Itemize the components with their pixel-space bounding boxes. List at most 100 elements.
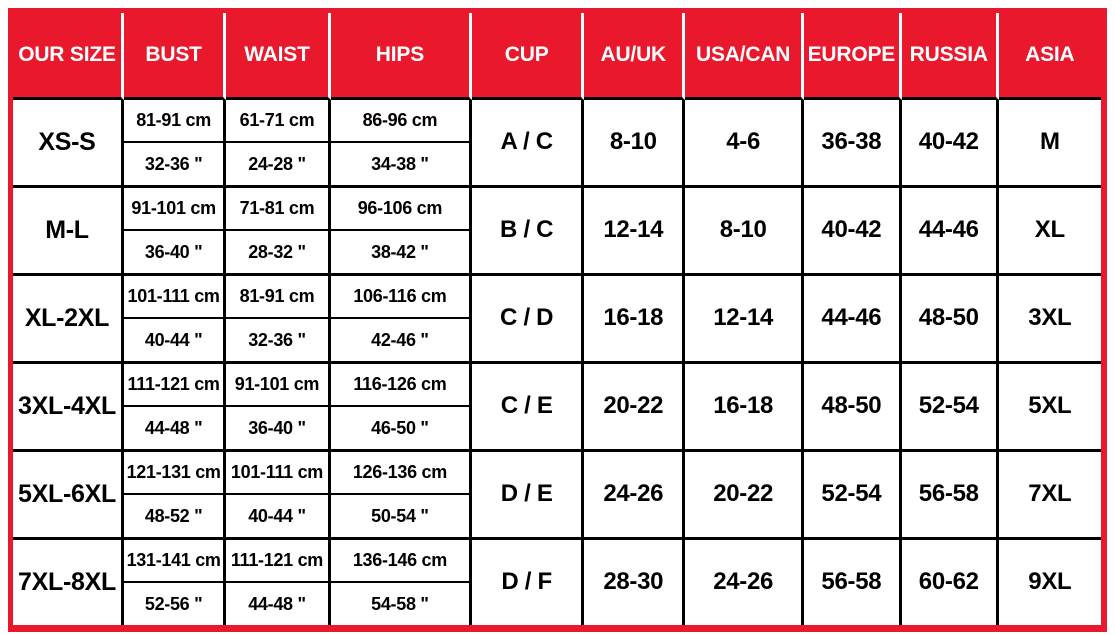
- au-uk-cell: 20-22: [584, 363, 686, 452]
- size-row-cm: XL-2XL 101-111 cm 81-91 cm 106-116 cm C …: [13, 275, 1101, 364]
- size-row-inches: 40-44 " 32-36 " 42-46 ": [13, 319, 1101, 364]
- hips-in-cell: 50-54 ": [330, 495, 473, 540]
- waist-cm-cell: 71-81 cm: [226, 187, 331, 232]
- size-row-cm: 3XL-4XL 111-121 cm 91-101 cm 116-126 cm …: [13, 363, 1101, 452]
- our-size-cell: M-L: [13, 187, 124, 276]
- waist-cm-cell: 61-71 cm: [226, 100, 331, 144]
- asia-cell: 9XL: [998, 539, 1101, 625]
- bust-in-cell: 52-56 ": [123, 583, 227, 625]
- asia-cell: 5XL: [998, 363, 1101, 452]
- header-cell-waist: WAIST: [226, 13, 331, 100]
- russia-cell: 52-54: [901, 363, 999, 452]
- usa-can-cell: 12-14: [685, 275, 804, 364]
- hips-in-cell: 38-42 ": [330, 231, 473, 276]
- cup-cell: C / D: [472, 275, 585, 364]
- usa-can-cell: 20-22: [685, 451, 804, 540]
- hips-in-cell: 34-38 ": [330, 143, 473, 188]
- europe-cell: 52-54: [803, 451, 902, 540]
- europe-cell: 48-50: [803, 363, 902, 452]
- header-cell-our-size: OUR SIZE: [13, 13, 124, 100]
- russia-cell: 60-62: [901, 539, 999, 625]
- waist-cm-cell: 111-121 cm: [226, 539, 331, 584]
- header-cell-bust: BUST: [123, 13, 227, 100]
- header-row: OUR SIZE BUST WAIST HIPS CUP AU/UK USA/C…: [13, 13, 1101, 100]
- size-row-cm: 5XL-6XL 121-131 cm 101-111 cm 126-136 cm…: [13, 451, 1101, 540]
- our-size-cell: 7XL-8XL: [13, 539, 124, 625]
- waist-in-cell: 40-44 ": [226, 495, 331, 540]
- au-uk-cell: 8-10: [584, 100, 686, 188]
- our-size-cell: 3XL-4XL: [13, 363, 124, 452]
- size-chart-frame: OUR SIZE BUST WAIST HIPS CUP AU/UK USA/C…: [8, 8, 1107, 632]
- hips-cm-cell: 126-136 cm: [330, 451, 473, 496]
- usa-can-cell: 24-26: [685, 539, 804, 625]
- au-uk-cell: 28-30: [584, 539, 686, 625]
- size-table-body: XS-S 81-91 cm 61-71 cm 86-96 cm A / C 8-…: [13, 100, 1101, 625]
- cup-cell: C / E: [472, 363, 585, 452]
- bust-in-cell: 32-36 ": [123, 143, 227, 188]
- size-row-inches: 36-40 " 28-32 " 38-42 ": [13, 231, 1101, 276]
- usa-can-cell: 4-6: [685, 100, 804, 188]
- size-row-cm: 7XL-8XL 131-141 cm 111-121 cm 136-146 cm…: [13, 539, 1101, 625]
- waist-in-cell: 44-48 ": [226, 583, 331, 625]
- europe-cell: 44-46: [803, 275, 902, 364]
- size-row-inches: 44-48 " 36-40 " 46-50 ": [13, 407, 1101, 452]
- bust-cm-cell: 121-131 cm: [123, 451, 227, 496]
- our-size-cell: XL-2XL: [13, 275, 124, 364]
- hips-in-cell: 42-46 ": [330, 319, 473, 364]
- header-cell-russia: RUSSIA: [901, 13, 999, 100]
- header-cell-asia: ASIA: [998, 13, 1101, 100]
- size-row-cm: M-L 91-101 cm 71-81 cm 96-106 cm B / C 1…: [13, 187, 1101, 276]
- size-row-cm: XS-S 81-91 cm 61-71 cm 86-96 cm A / C 8-…: [13, 100, 1101, 188]
- waist-in-cell: 36-40 ": [226, 407, 331, 452]
- waist-cm-cell: 101-111 cm: [226, 451, 331, 496]
- header-cell-usa-can: USA/CAN: [685, 13, 804, 100]
- waist-in-cell: 32-36 ": [226, 319, 331, 364]
- header-cell-hips: HIPS: [330, 13, 473, 100]
- our-size-cell: XS-S: [13, 100, 124, 188]
- russia-cell: 48-50: [901, 275, 999, 364]
- russia-cell: 40-42: [901, 100, 999, 188]
- bust-cm-cell: 81-91 cm: [123, 100, 227, 144]
- asia-cell: 7XL: [998, 451, 1101, 540]
- header-cell-au-uk: AU/UK: [584, 13, 686, 100]
- au-uk-cell: 24-26: [584, 451, 686, 540]
- bust-in-cell: 44-48 ": [123, 407, 227, 452]
- bust-cm-cell: 91-101 cm: [123, 187, 227, 232]
- header-cell-cup: CUP: [472, 13, 585, 100]
- waist-in-cell: 24-28 ": [226, 143, 331, 188]
- cup-cell: D / E: [472, 451, 585, 540]
- bust-in-cell: 40-44 ": [123, 319, 227, 364]
- bust-cm-cell: 101-111 cm: [123, 275, 227, 320]
- waist-cm-cell: 91-101 cm: [226, 363, 331, 408]
- au-uk-cell: 12-14: [584, 187, 686, 276]
- europe-cell: 56-58: [803, 539, 902, 625]
- hips-in-cell: 46-50 ": [330, 407, 473, 452]
- size-row-inches: 32-36 " 24-28 " 34-38 ": [13, 143, 1101, 188]
- size-row-inches: 52-56 " 44-48 " 54-58 ": [13, 583, 1101, 625]
- header-cell-europe: EUROPE: [803, 13, 902, 100]
- bust-in-cell: 36-40 ": [123, 231, 227, 276]
- hips-in-cell: 54-58 ": [330, 583, 473, 625]
- russia-cell: 44-46: [901, 187, 999, 276]
- bust-cm-cell: 131-141 cm: [123, 539, 227, 584]
- asia-cell: M: [998, 100, 1101, 188]
- hips-cm-cell: 86-96 cm: [330, 100, 473, 144]
- waist-in-cell: 28-32 ": [226, 231, 331, 276]
- size-row-inches: 48-52 " 40-44 " 50-54 ": [13, 495, 1101, 540]
- usa-can-cell: 16-18: [685, 363, 804, 452]
- our-size-cell: 5XL-6XL: [13, 451, 124, 540]
- cup-cell: D / F: [472, 539, 585, 625]
- hips-cm-cell: 116-126 cm: [330, 363, 473, 408]
- asia-cell: XL: [998, 187, 1101, 276]
- size-chart-table: OUR SIZE BUST WAIST HIPS CUP AU/UK USA/C…: [13, 13, 1101, 625]
- hips-cm-cell: 96-106 cm: [330, 187, 473, 232]
- au-uk-cell: 16-18: [584, 275, 686, 364]
- asia-cell: 3XL: [998, 275, 1101, 364]
- hips-cm-cell: 136-146 cm: [330, 539, 473, 584]
- hips-cm-cell: 106-116 cm: [330, 275, 473, 320]
- cup-cell: A / C: [472, 100, 585, 188]
- russia-cell: 56-58: [901, 451, 999, 540]
- bust-cm-cell: 111-121 cm: [123, 363, 227, 408]
- europe-cell: 40-42: [803, 187, 902, 276]
- europe-cell: 36-38: [803, 100, 902, 188]
